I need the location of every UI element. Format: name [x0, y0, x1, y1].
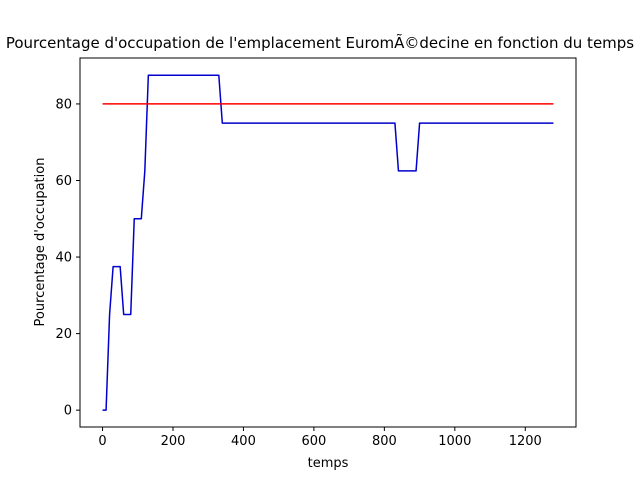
- x-tick-label: 800: [372, 434, 397, 449]
- x-tick-label: 1200: [509, 434, 542, 449]
- chart-title: Pourcentage d'occupation de l'emplacemen…: [6, 33, 634, 52]
- x-axis-label: temps: [308, 456, 349, 471]
- x-tick-label: 400: [231, 434, 256, 449]
- y-tick-label: 20: [55, 327, 72, 342]
- y-tick-label: 40: [55, 251, 72, 266]
- x-axis: 0 200 400 600 800 1000 1200: [98, 427, 542, 449]
- y-axis-label: Pourcentage d'occupation: [33, 158, 48, 327]
- y-axis: 0 20 40 60 80: [55, 97, 80, 419]
- y-tick-label: 60: [55, 174, 72, 189]
- x-tick-label: 0: [98, 434, 106, 449]
- series-layer: [102, 74, 554, 411]
- plot-frame: [79, 57, 577, 428]
- x-tick-label: 200: [161, 434, 186, 449]
- x-tick-label: 600: [301, 434, 326, 449]
- series-line-0: [102, 74, 554, 411]
- x-tick-label: 1000: [438, 434, 471, 449]
- y-tick-label: 80: [55, 97, 72, 112]
- y-tick-label: 0: [64, 404, 72, 419]
